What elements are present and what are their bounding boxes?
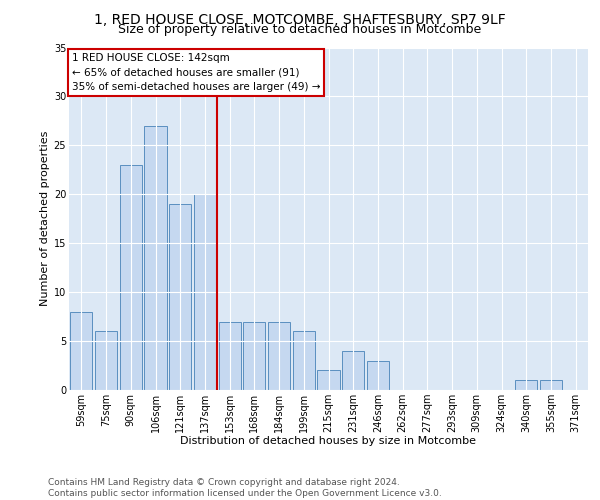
Bar: [194, 194, 216, 390]
Bar: [515, 380, 538, 390]
Bar: [95, 332, 117, 390]
Bar: [70, 312, 92, 390]
Text: 1, RED HOUSE CLOSE, MOTCOMBE, SHAFTESBURY, SP7 9LF: 1, RED HOUSE CLOSE, MOTCOMBE, SHAFTESBUR…: [94, 12, 506, 26]
Bar: [218, 322, 241, 390]
Bar: [243, 322, 265, 390]
Y-axis label: Number of detached properties: Number of detached properties: [40, 131, 50, 306]
Bar: [268, 322, 290, 390]
Bar: [119, 165, 142, 390]
X-axis label: Distribution of detached houses by size in Motcombe: Distribution of detached houses by size …: [181, 436, 476, 446]
Bar: [317, 370, 340, 390]
Bar: [145, 126, 167, 390]
Text: Size of property relative to detached houses in Motcombe: Size of property relative to detached ho…: [118, 22, 482, 36]
Bar: [540, 380, 562, 390]
Bar: [367, 360, 389, 390]
Text: 1 RED HOUSE CLOSE: 142sqm
← 65% of detached houses are smaller (91)
35% of semi-: 1 RED HOUSE CLOSE: 142sqm ← 65% of detac…: [71, 52, 320, 92]
Bar: [169, 204, 191, 390]
Bar: [342, 351, 364, 390]
Text: Contains HM Land Registry data © Crown copyright and database right 2024.
Contai: Contains HM Land Registry data © Crown c…: [48, 478, 442, 498]
Bar: [293, 332, 315, 390]
